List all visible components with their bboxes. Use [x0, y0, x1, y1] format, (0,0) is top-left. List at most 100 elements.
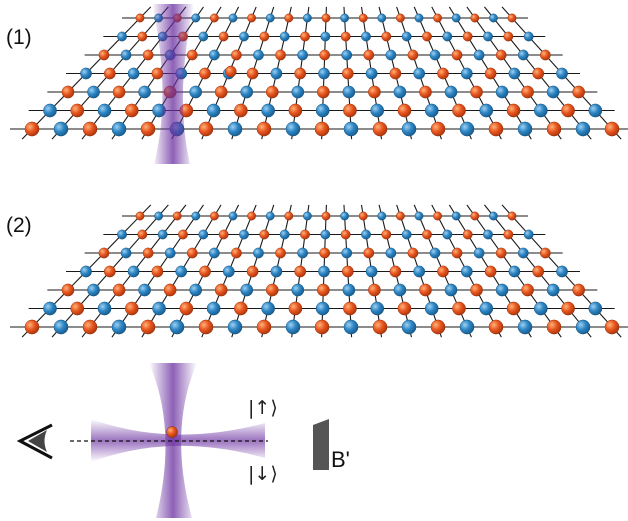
- atom-red: [163, 283, 177, 297]
- atom-red: [539, 49, 551, 61]
- atom-red: [218, 31, 229, 42]
- atom-blue: [483, 31, 493, 42]
- atom-red: [343, 103, 357, 118]
- atom-blue: [401, 31, 412, 42]
- atom-blue: [556, 265, 568, 278]
- atom-blue: [320, 229, 331, 240]
- atom-blue: [413, 265, 426, 278]
- atom-red: [317, 283, 330, 297]
- atom-red: [604, 319, 620, 335]
- atom-red: [521, 283, 534, 297]
- atom-red: [259, 31, 270, 42]
- atom-red: [507, 211, 517, 221]
- atom-red: [395, 211, 405, 221]
- atom-red: [470, 283, 483, 297]
- atom-blue: [291, 85, 305, 99]
- atom-red: [546, 121, 562, 137]
- atom-red: [284, 211, 294, 221]
- atom-blue: [385, 49, 397, 61]
- atom-blue: [546, 85, 560, 99]
- atom-red: [407, 247, 419, 259]
- atom-red: [294, 67, 307, 80]
- atom-blue: [429, 49, 441, 61]
- atom-red: [112, 85, 126, 99]
- atom-red: [506, 301, 521, 316]
- atom-red: [294, 265, 307, 278]
- atom-blue: [508, 67, 521, 80]
- atom-red: [341, 67, 354, 80]
- atom-blue: [342, 283, 356, 297]
- atom-blue: [424, 301, 439, 316]
- atom-blue: [459, 121, 475, 137]
- atom-blue: [222, 265, 235, 278]
- atom-blue: [239, 31, 249, 42]
- atom-blue: [556, 67, 568, 80]
- atom-red: [151, 265, 164, 278]
- atom-red: [532, 67, 545, 80]
- atom-blue: [342, 85, 356, 99]
- atom-red: [488, 319, 504, 335]
- atom-red: [24, 319, 40, 335]
- atom-blue: [111, 319, 127, 335]
- atom-red: [368, 283, 381, 297]
- atom-blue: [285, 121, 301, 137]
- atom-blue: [80, 265, 92, 278]
- atom-blue: [340, 211, 349, 221]
- atom-blue: [265, 13, 275, 23]
- atom-red: [539, 247, 551, 259]
- atom-blue: [154, 211, 164, 221]
- atom-blue: [442, 31, 453, 42]
- atom-red: [256, 121, 272, 137]
- atom-blue: [297, 49, 308, 61]
- atom-blue: [302, 13, 312, 23]
- addressed-atom-sphere: [225, 65, 237, 78]
- atom-red: [265, 85, 279, 99]
- atom-red: [321, 211, 331, 221]
- atom-red: [199, 67, 211, 80]
- atom-red: [137, 229, 148, 240]
- atom-red: [397, 103, 412, 118]
- atom-red: [372, 319, 388, 335]
- atom-red: [300, 229, 310, 240]
- atom-red: [234, 103, 248, 118]
- atom-red: [389, 67, 402, 80]
- atom-blue: [361, 229, 371, 240]
- detected-atom: [166, 426, 178, 438]
- atom-blue: [517, 319, 533, 335]
- atom-red: [495, 247, 507, 259]
- atom-blue: [320, 31, 331, 42]
- atom-red: [430, 319, 446, 335]
- atom-red: [98, 247, 110, 259]
- atom-red: [561, 301, 575, 316]
- atom-blue: [164, 247, 176, 259]
- atom-blue: [533, 103, 548, 118]
- atom-red: [358, 13, 368, 23]
- atom-blue: [127, 265, 140, 278]
- atom-blue: [239, 229, 249, 240]
- atom-blue: [198, 31, 209, 42]
- atom-blue: [473, 49, 485, 61]
- atom-blue: [261, 301, 275, 316]
- atom-red: [209, 211, 219, 221]
- atom-blue: [228, 211, 238, 221]
- atom-blue: [473, 247, 485, 259]
- atom-blue: [533, 301, 548, 316]
- atom-blue: [198, 229, 209, 240]
- atom-red: [484, 67, 497, 80]
- atom-red: [372, 121, 388, 137]
- atom-red: [103, 67, 116, 80]
- atom-blue: [315, 103, 330, 118]
- atom-red: [470, 13, 480, 23]
- atom-blue: [206, 301, 221, 316]
- atom-red: [452, 301, 466, 316]
- atom-red: [186, 49, 198, 61]
- atom-red: [288, 301, 303, 316]
- atom-red: [275, 49, 286, 61]
- atom-blue: [483, 229, 493, 240]
- atom-blue: [451, 211, 461, 221]
- atom-blue: [261, 103, 275, 118]
- atom-red: [246, 67, 259, 80]
- atom-blue: [285, 319, 301, 335]
- lattice-panel-1: [10, 6, 628, 140]
